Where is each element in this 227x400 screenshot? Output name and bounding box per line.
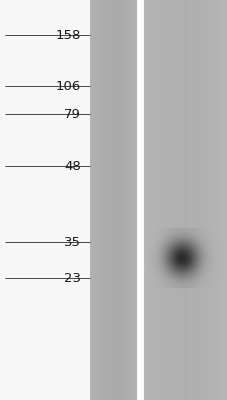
Text: 23: 23	[64, 272, 81, 284]
Text: 35: 35	[64, 236, 81, 248]
Text: 48: 48	[64, 160, 81, 172]
Text: 158: 158	[55, 29, 81, 42]
Text: 79: 79	[64, 108, 81, 120]
Text: 106: 106	[56, 80, 81, 92]
